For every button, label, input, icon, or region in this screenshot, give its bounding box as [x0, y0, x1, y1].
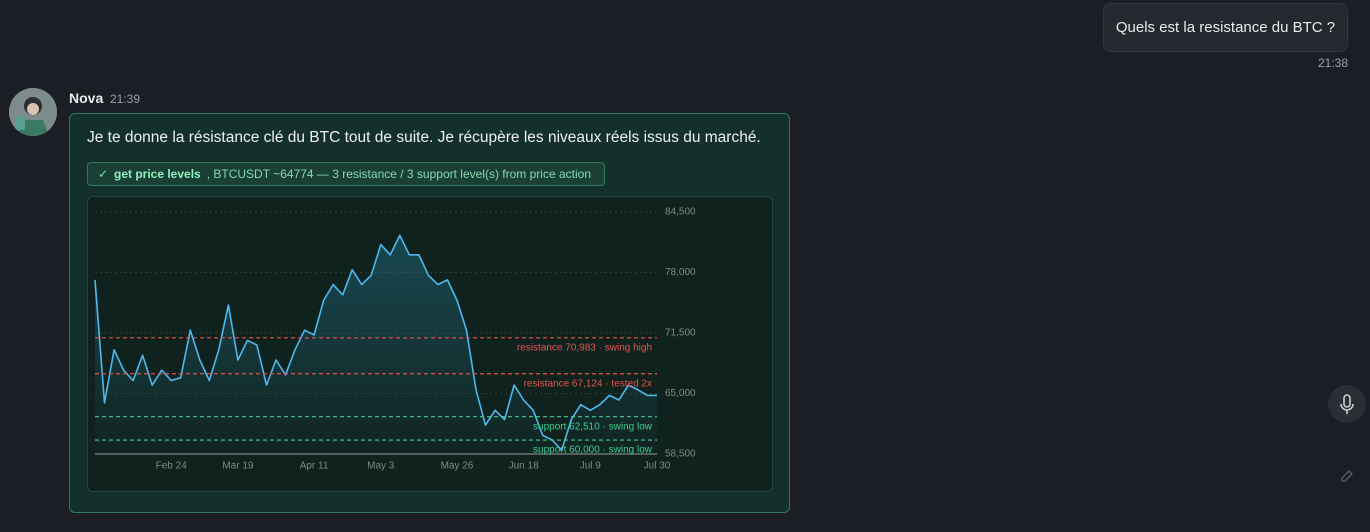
check-icon: ✓ [98, 167, 109, 181]
x-tick-label: May 26 [441, 461, 474, 472]
avatar-image [9, 88, 57, 136]
x-tick-label: Feb 24 [156, 461, 188, 472]
area [95, 235, 657, 454]
x-tick-label: Jul 9 [580, 461, 602, 472]
level-label: resistance 70,983 · swing high [517, 342, 652, 353]
assistant-time: 21:39 [110, 92, 141, 106]
y-tick-label: 78,000 [665, 267, 696, 278]
user-message: Quels est la resistance du BTC ? [1103, 3, 1348, 52]
x-tick-label: Apr 11 [300, 461, 329, 472]
edit-icon[interactable] [1339, 468, 1355, 484]
tool-name: get price levels [114, 167, 201, 181]
tool-chip[interactable]: ✓ get price levels , BTCUSDT ~64774 — 3 re… [87, 162, 605, 186]
y-tick-label: 58,500 [665, 449, 696, 460]
y-tick-label: 71,500 [665, 328, 696, 339]
y-tick-label: 65,000 [665, 388, 696, 399]
level-label: support 62,510 · swing low [533, 421, 653, 432]
avatar [9, 88, 57, 136]
chart: 58,500 65,000 71,500 78,000 84,500 Feb 24 Mar … [87, 196, 773, 492]
x-tick-label: Jul 30 [644, 461, 671, 472]
assistant-text: Je te donne la résistance clé du BTC tou… [87, 129, 761, 146]
x-tick-label: May 3 [367, 461, 395, 472]
user-time: 21:38 [1317, 56, 1348, 70]
x-tick-label: Mar 19 [222, 461, 254, 472]
tool-result: , BTCUSDT ~64774 — 3 resistance / 3 supp… [206, 167, 591, 181]
mic-icon [1340, 394, 1354, 414]
assistant-name: Nova [69, 90, 104, 106]
level-label: support 60,000 · swing low [533, 445, 653, 456]
level-label: resistance 67,124 · tested 2x [524, 378, 652, 389]
x-tick-label: Jun 18 [509, 461, 539, 472]
mic-button[interactable] [1328, 385, 1366, 423]
y-tick-label: 84,500 [665, 207, 696, 218]
